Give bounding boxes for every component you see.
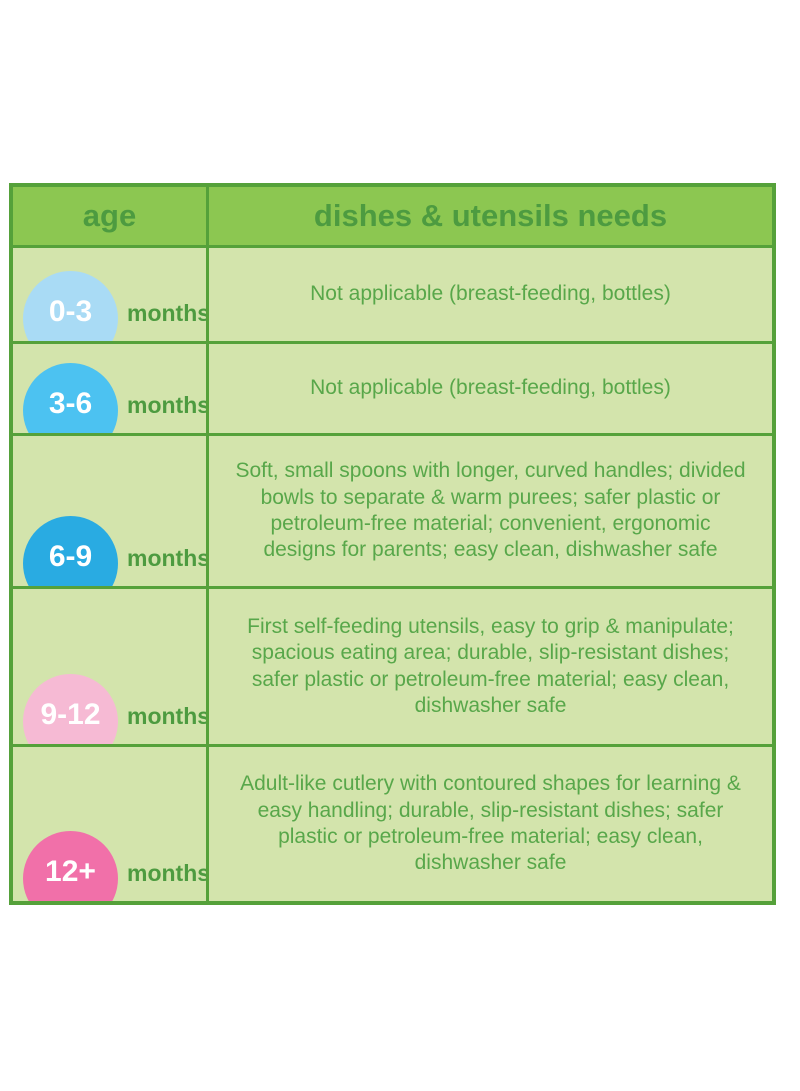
needs-cell: Adult-like cutlery with contoured shapes… xyxy=(209,747,772,901)
needs-text: Adult-like cutlery with contoured shapes… xyxy=(240,772,741,875)
age-needs-table: age dishes & utensils needs 0-3 months N… xyxy=(9,183,776,905)
months-label: months xyxy=(127,545,209,571)
months-label: months xyxy=(127,860,209,886)
age-cell: 0-3 months xyxy=(13,248,209,341)
age-cell: 12+ months xyxy=(13,747,209,901)
needs-cell: Not applicable (breast-feeding, bottles) xyxy=(209,344,772,433)
age-badge-dome: 12+ xyxy=(23,831,118,901)
age-cell: 9-12 months xyxy=(13,589,209,744)
age-badge-dome: 3-6 xyxy=(23,363,118,433)
needs-text: Not applicable (breast-feeding, bottles) xyxy=(310,282,671,306)
needs-cell: Not applicable (breast-feeding, bottles) xyxy=(209,248,772,341)
age-range-label: 3-6 xyxy=(48,386,93,420)
table-row: 6-9 months Soft, small spoons with longe… xyxy=(13,433,772,586)
age-range-label: 0-3 xyxy=(48,294,93,328)
months-label: months xyxy=(127,392,209,418)
age-cell: 3-6 months xyxy=(13,344,209,433)
needs-text: Not applicable (breast-feeding, bottles) xyxy=(310,376,671,400)
age-range-label: 6-9 xyxy=(48,539,93,573)
table-row: 9-12 months First self-feeding utensils,… xyxy=(13,586,772,744)
age-range-label: 9-12 xyxy=(40,697,101,731)
months-label: months xyxy=(127,703,209,729)
age-badge-dome: 0-3 xyxy=(23,271,118,341)
needs-text: First self-feeding utensils, easy to gri… xyxy=(247,614,734,717)
column-header-needs: dishes & utensils needs xyxy=(313,198,668,233)
months-label: months xyxy=(127,300,209,326)
age-badge-dome: 6-9 xyxy=(23,516,118,586)
needs-cell: First self-feeding utensils, easy to gri… xyxy=(209,589,772,744)
needs-text: Soft, small spoons with longer, curved h… xyxy=(235,459,746,562)
table-row: 0-3 months Not applicable (breast-feedin… xyxy=(13,248,772,341)
table-row: 12+ months Adult-like cutlery with conto… xyxy=(13,744,772,901)
age-range-label: 12+ xyxy=(45,854,96,888)
column-header-age: age xyxy=(13,187,209,245)
needs-cell: Soft, small spoons with longer, curved h… xyxy=(209,436,772,586)
table-row: 3-6 months Not applicable (breast-feedin… xyxy=(13,341,772,433)
age-cell: 6-9 months xyxy=(13,436,209,586)
age-badge-dome: 9-12 xyxy=(23,674,118,744)
table-header-row: age dishes & utensils needs xyxy=(13,187,772,248)
